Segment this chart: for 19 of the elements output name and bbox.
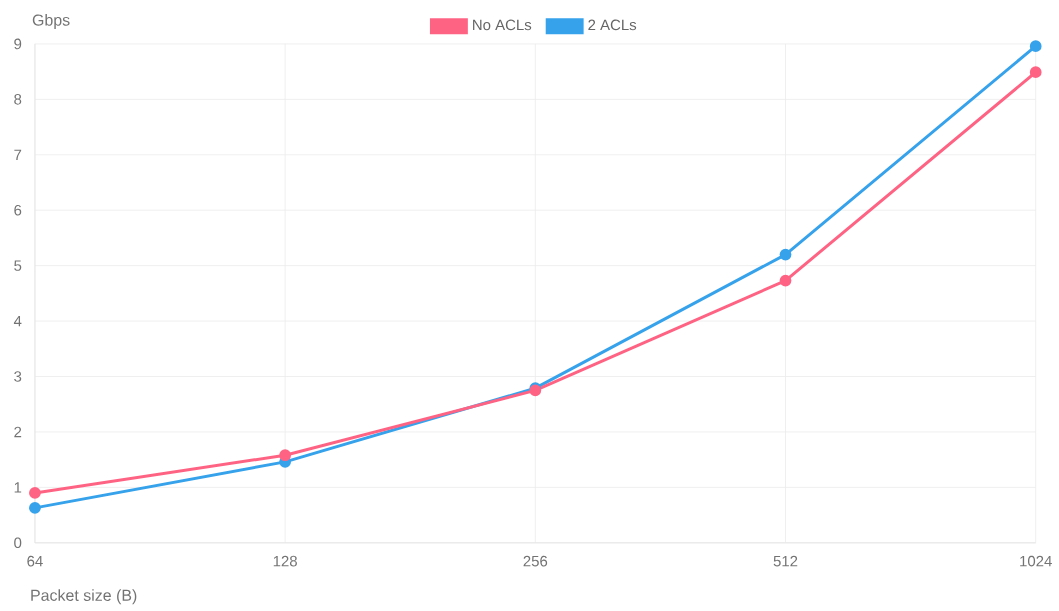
x-tick-label: 1024	[1020, 555, 1052, 567]
x-tick-label: 256	[523, 555, 548, 567]
x-axis-title: Packet size (B)	[31, 589, 137, 605]
x-tick-label: 128	[273, 555, 297, 567]
y-axis-title: Gbps	[32, 14, 70, 29]
y-tick-label: 6	[14, 205, 22, 216]
y-tick-label: 5	[14, 260, 22, 271]
y-tick-label: 4	[13, 316, 22, 327]
y-tick-label: 9	[14, 38, 22, 50]
y-tick-label: 2	[14, 426, 22, 438]
y-tick-label: 8	[14, 94, 22, 105]
x-tick-label: 64	[27, 555, 43, 567]
x-tick-label: 512	[773, 555, 798, 567]
y-tick-label: 1	[14, 482, 22, 493]
y-tick-label: 0	[14, 537, 22, 549]
y-tick-label: 3	[14, 371, 22, 382]
y-tick-label: 7	[14, 149, 22, 161]
legend-label: 2 ACLs	[588, 19, 637, 31]
legend-label: No ACLs	[473, 19, 532, 31]
